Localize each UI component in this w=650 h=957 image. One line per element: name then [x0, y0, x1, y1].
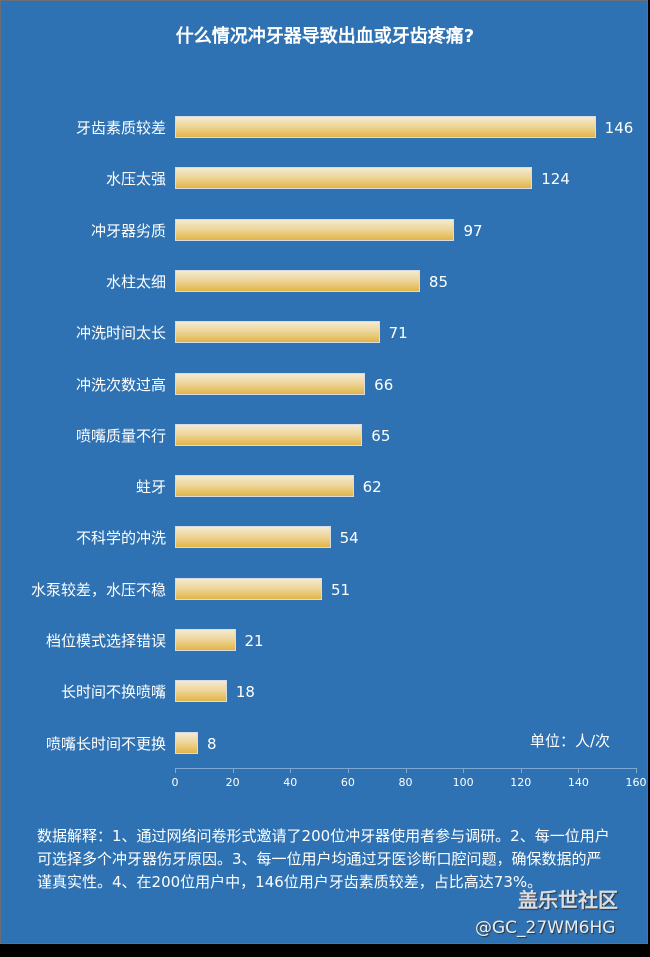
bar: [175, 321, 380, 344]
x-tick: [290, 768, 292, 773]
bar: [175, 116, 596, 138]
value-label: 51: [330, 580, 351, 599]
bar: [175, 167, 533, 190]
value-label: 97: [463, 221, 483, 240]
data-note: 数据解释：1、通过网络问卷形式邀请了200位冲牙器使用者参与调研。2、每一位用户…: [37, 827, 610, 891]
x-tick: [520, 768, 522, 773]
value-label: 8: [207, 734, 217, 753]
x-tick-label: 60: [340, 776, 355, 789]
category-label: 水泵较差，水压不稳: [30, 580, 166, 599]
x-tick-label: 20: [225, 776, 240, 789]
bar-row: 不科学的冲洗 54: [0, 526, 650, 550]
bar-row: 水柱太细 85: [0, 269, 650, 294]
x-tick-label: 0: [171, 776, 179, 789]
bar-row: 冲洗时间太长 71: [0, 321, 650, 345]
category-label: 水柱太细: [105, 272, 166, 291]
bar-row: 水压太强 124: [0, 167, 650, 191]
x-tick-label: 100: [452, 776, 474, 789]
value-label: 71: [388, 324, 408, 343]
value-label: 146: [604, 119, 634, 137]
x-tick: [636, 768, 637, 773]
category-label: 不科学的冲洗: [75, 529, 166, 548]
category-label: 档位模式选择错误: [45, 632, 166, 650]
category-label: 水压太强: [105, 170, 166, 189]
x-tick: [175, 768, 176, 773]
bar: [175, 731, 199, 754]
x-tick: [405, 768, 407, 773]
x-tick-label: 80: [398, 776, 413, 789]
watermark-user: @GC_27WM6HG: [475, 918, 616, 938]
x-tick: [347, 768, 349, 773]
bar: [175, 475, 354, 498]
value-label: 85: [428, 272, 448, 291]
category-label: 冲洗时间太长: [75, 324, 166, 343]
category-label: 喷嘴长时间不更换: [45, 734, 166, 753]
bar: [175, 629, 236, 651]
category-label: 喷嘴质量不行: [75, 426, 166, 445]
value-label: 21: [244, 632, 264, 650]
category-label: 长时间不换喷嘴: [60, 683, 166, 702]
unit-label: 单位：人/次: [530, 732, 611, 750]
bar: [175, 372, 366, 395]
x-tick-label: 40: [283, 776, 298, 789]
chart-title: 什么情况冲牙器导致出血或牙齿疼痛?: [175, 26, 475, 47]
x-tick: [463, 768, 465, 773]
x-tick-label: 160: [625, 776, 647, 789]
bar-row: 牙齿素质较差 146: [0, 116, 650, 140]
bar-row: 档位模式选择错误 21: [0, 629, 650, 653]
x-tick: [232, 768, 234, 773]
value-label: 18: [235, 683, 255, 702]
category-label: 冲洗次数过高: [75, 375, 166, 394]
value-label: 124: [541, 170, 570, 189]
value-label: 62: [362, 478, 382, 497]
bar-row: 水泵较差，水压不稳 51: [0, 577, 650, 602]
bar-row: 蛀牙 62: [0, 475, 650, 499]
value-label: 66: [374, 375, 394, 394]
bar: [175, 577, 322, 600]
x-tick: [578, 768, 580, 773]
bar-row: 冲洗次数过高 66: [0, 372, 650, 397]
category-label: 冲牙器劣质: [90, 221, 166, 240]
bar: [175, 423, 363, 446]
value-label: 65: [371, 426, 391, 445]
category-label: 蛀牙: [135, 478, 166, 497]
bar: [175, 680, 227, 703]
x-tick-label: 140: [567, 776, 589, 789]
value-label: 54: [339, 529, 359, 548]
bar: [175, 218, 455, 241]
watermark-site: 盖乐世社区: [518, 888, 618, 912]
category-label: 牙齿素质较差: [75, 119, 166, 137]
bar-row: 长时间不换喷嘴 18: [0, 680, 650, 704]
bar-row: 喷嘴长时间不更换 8: [0, 731, 650, 756]
x-tick-label: 120: [510, 776, 532, 789]
bar: [175, 269, 420, 292]
bar: [175, 526, 331, 549]
bar-row: 喷嘴质量不行 65: [0, 423, 650, 448]
bar-row: 冲牙器劣质 97: [0, 218, 650, 243]
